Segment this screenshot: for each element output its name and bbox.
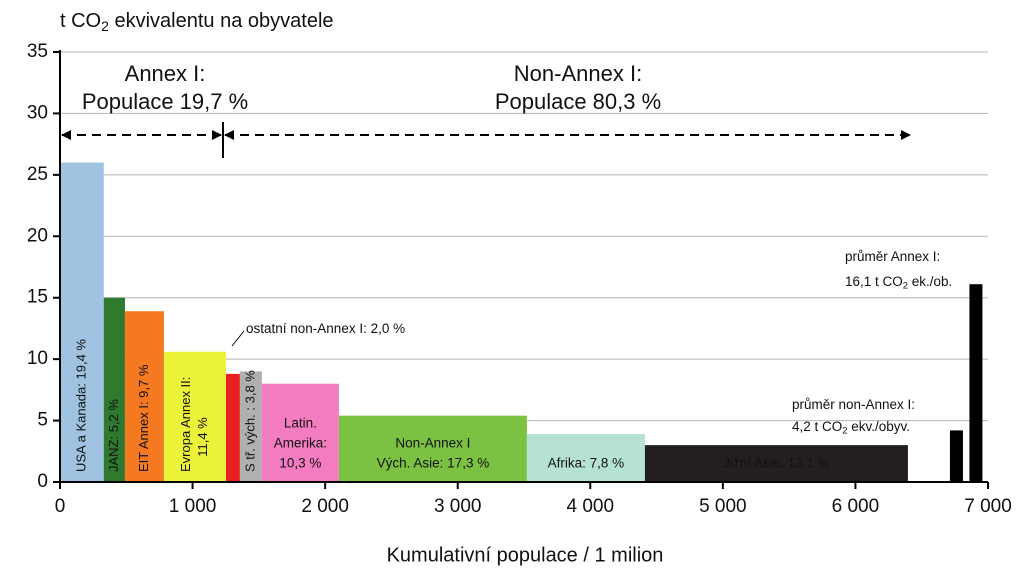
annotation: Populace 19,7 % [82, 89, 248, 114]
bar [103, 297, 125, 482]
bar-label: S tř. vých. : 3,8 % [242, 370, 257, 472]
subscript: 2 [101, 18, 109, 34]
bar-label: Vých. Asie: 17,3 % [377, 456, 490, 471]
x-tick-label: 3 000 [434, 496, 482, 517]
text-part: průměr Annex I: [845, 249, 940, 264]
bar-label: Latin. [284, 416, 317, 431]
text-part: průměr non-Annex I: [792, 397, 915, 412]
axes [53, 50, 989, 489]
text-part: Annex I: [125, 61, 206, 86]
annotation: průměr Annex I: [845, 249, 940, 264]
annotation: Annex I: [125, 61, 206, 86]
annotation: Populace 80,3 % [495, 89, 661, 114]
text-part: t CO [60, 10, 101, 32]
text-part: ekvivalentu na obyvatele [109, 10, 334, 32]
bar-label: Jižní Asie: 13,1 % [723, 456, 830, 471]
bar [239, 371, 262, 482]
y-tick-label: 15 [27, 287, 48, 308]
bar-label: EIT Annex I: 9,7 % [136, 364, 151, 472]
bar-label: Non-Annex I [395, 436, 470, 451]
x-tick-label: 0 [55, 496, 66, 517]
x-tick-label: 4 000 [567, 496, 615, 517]
bar [338, 415, 527, 482]
text-part: ek./ob. [908, 274, 952, 289]
bar-label: Evropa Annex II: [178, 377, 193, 472]
x-tick-label: 6 000 [832, 496, 880, 517]
text-part: Non-Annex I: [514, 61, 642, 86]
bar [949, 430, 963, 482]
bar [644, 445, 908, 482]
bar [124, 311, 164, 482]
bar [526, 434, 645, 482]
bars [60, 162, 983, 483]
bar-label: USA a Kanada: 19,4 % [73, 339, 88, 472]
y-tick-label: 5 [37, 410, 48, 431]
text-part: 4,2 t CO [792, 419, 842, 434]
y-tick-label: 25 [27, 164, 48, 185]
subscript: 2 [842, 425, 847, 436]
annotation: průměr non-Annex I: [792, 397, 915, 412]
y-tick-label: 0 [37, 471, 48, 492]
bar [60, 162, 104, 483]
text-part: ekv./obyv. [848, 419, 911, 434]
bar [163, 351, 226, 482]
text-part: Populace 19,7 % [82, 89, 248, 114]
bar-label: 10,3 % [279, 456, 321, 471]
texts: 0 5 10 15 20 25 30 35 0 1 000 2 000 3 000 4 000 5 000… [27, 10, 1012, 566]
y-tick-label: 10 [27, 348, 48, 369]
x-tick-label: 5 000 [699, 496, 747, 517]
subscript: 2 [903, 280, 908, 291]
bar-label: Afrika: 7,8 % [548, 456, 625, 471]
annotation: 16,1 t CO2 ek./ob. [845, 274, 952, 291]
leader-line [231, 330, 245, 347]
range-arrows [61, 122, 911, 347]
y-tick-label: 20 [27, 225, 48, 246]
bar [969, 284, 983, 482]
x-tick-label: 7 000 [964, 496, 1012, 517]
bar-label: Amerika: [274, 436, 327, 451]
annotation: 4,2 t CO2 ekv./obyv. [792, 419, 910, 436]
bar [225, 373, 240, 482]
annotation: Non-Annex I: [514, 61, 642, 86]
bar [261, 383, 339, 482]
x-tick-label: 2 000 [301, 496, 349, 517]
text-part: 16,1 t CO [845, 274, 903, 289]
y-tick-label: 30 [27, 102, 48, 123]
chart-title: t CO2 ekvivalentu na obyvatele [60, 10, 334, 33]
bar-label: 11,4 % [195, 417, 210, 457]
x-axis-label: Kumulativní populace / 1 milion [387, 544, 664, 566]
annotation: ostatní non-Annex I: 2,0 % [246, 321, 405, 336]
bar-label: JANZ: 5,2 % [106, 399, 121, 472]
y-tick-label: 35 [27, 41, 48, 62]
text-part: ostatní non-Annex I: 2,0 % [246, 321, 405, 336]
text-part: Populace 80,3 % [495, 89, 661, 114]
x-tick-label: 1 000 [169, 496, 217, 517]
